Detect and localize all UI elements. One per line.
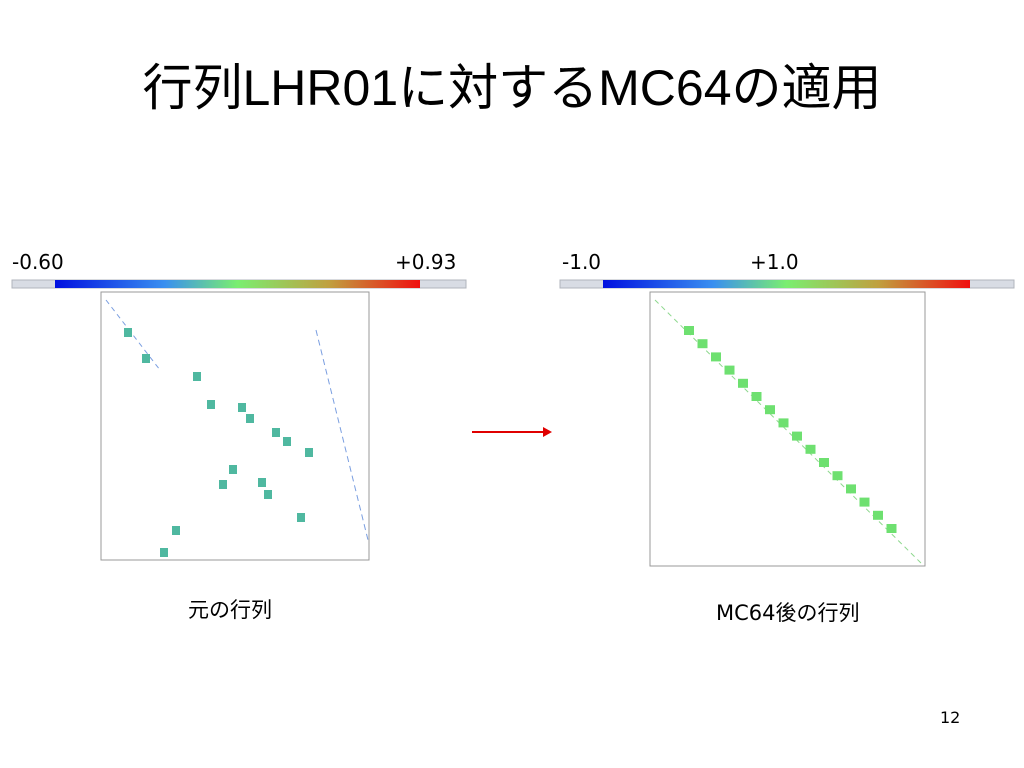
scale-max: +0.93 [395,250,457,274]
matrix-block [246,414,254,423]
caption: MC64後の行列 [716,601,860,625]
pattern-line [315,329,369,541]
matrix-block [697,339,708,349]
matrix-block [258,478,266,487]
matrix-block [792,431,802,441]
matrix-block [738,378,748,388]
matrix-block [805,444,816,454]
matrix-block [765,405,775,415]
caption: 元の行列 [188,598,272,622]
matrix-block [219,480,227,489]
page-number: 12 [940,708,961,727]
matrix-block [305,448,313,457]
matrix-block [172,526,180,535]
scale-min: -1.0 [562,250,602,274]
scale-min: -0.60 [12,250,64,274]
matrix-block [859,497,870,507]
matrix-block [142,354,150,363]
matrix-block [264,490,272,499]
matrix-block [272,428,280,437]
scale-max: +1.0 [750,250,799,274]
matrix-block [724,365,735,375]
matrix-block [873,510,883,520]
matrix-block [778,418,789,428]
matrix-frame [649,291,926,567]
matrix-frame [100,291,370,561]
matrix-block [193,372,201,381]
matrix-block [283,437,291,446]
colorbar [55,280,420,288]
matrix-block [160,548,168,557]
pattern-line [105,299,161,371]
matrix-block [832,471,843,481]
matrix-block [846,484,856,494]
matrix-block [711,352,721,362]
matrix-block [297,513,305,522]
matrix-block [684,326,694,335]
matrix-block [751,392,762,401]
matrix-block [207,400,215,409]
matrix-block [819,458,829,467]
arrow-head [543,427,552,437]
matrix-block [886,524,897,533]
colorbar [603,280,970,288]
matrix-block [238,403,246,412]
matrix-block [124,328,132,337]
title: 行列LHR01に対するMC64の適用 [142,60,882,116]
matrix-block [229,465,237,474]
